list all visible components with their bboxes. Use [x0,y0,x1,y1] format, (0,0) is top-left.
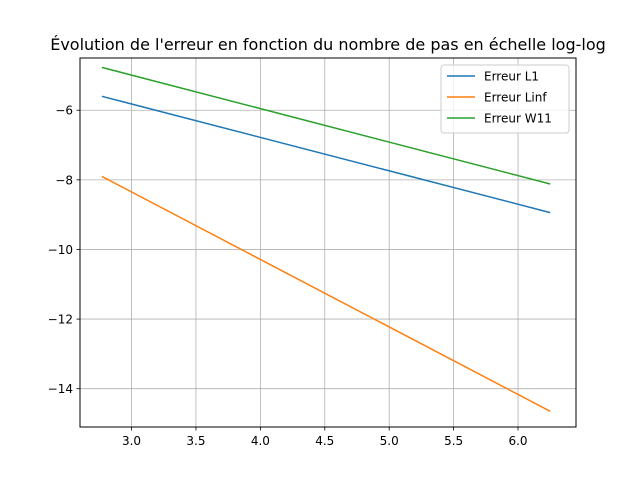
x-tick-label: 5.5 [444,434,463,448]
x-axis: 3.0 3.5 4.0 4.5 5.0 5.5 6.0 [122,427,528,448]
x-tick-label: 6.0 [508,434,527,448]
legend-label: Erreur L1 [484,70,539,84]
y-tick-label: −6 [55,104,73,118]
y-tick-label: −14 [48,382,73,396]
series-line [101,95,551,214]
y-axis: −14 −12 −10 −8 −6 [48,104,80,396]
x-tick-label: 4.5 [315,434,334,448]
x-tick-label: 3.5 [186,434,205,448]
legend: Erreur L1 Erreur Linf Erreur W11 [440,64,570,134]
series-lines [101,66,551,412]
y-tick-label: −10 [48,243,73,257]
x-tick-label: 5.0 [380,434,399,448]
legend-label: Erreur Linf [484,91,547,105]
x-tick-label: 4.0 [251,434,270,448]
legend-label: Erreur W11 [484,112,552,126]
chart-title: Évolution de l'erreur en fonction du nom… [50,35,606,54]
y-tick-label: −8 [55,173,73,187]
series-line [101,175,551,412]
y-tick-label: −12 [48,313,73,327]
series-line [101,66,551,185]
x-tick-label: 3.0 [122,434,141,448]
plot-frame [79,57,577,428]
legend-box [440,64,570,134]
